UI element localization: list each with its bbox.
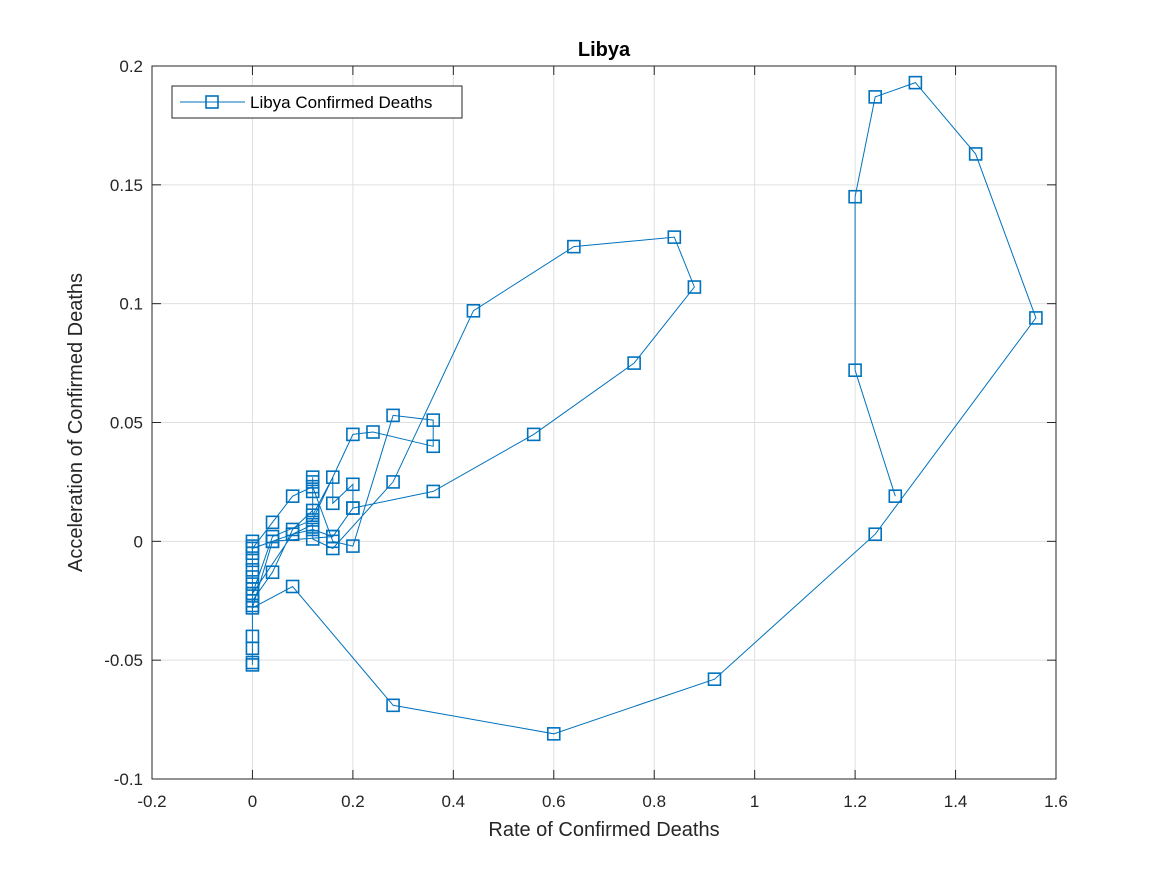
y-tick-label: 0.05 xyxy=(110,414,143,433)
data-point-marker xyxy=(245,641,260,656)
data-point-marker xyxy=(245,586,260,601)
data-point-marker xyxy=(265,534,280,549)
data-point-marker xyxy=(245,593,260,608)
data-point-marker xyxy=(245,658,260,672)
data-point-marker xyxy=(426,484,441,499)
data-point-marker xyxy=(346,427,360,442)
data-point-marker xyxy=(346,501,360,515)
data-point-marker xyxy=(466,303,481,318)
data-point-marker xyxy=(325,470,340,484)
x-tick-label: 1.4 xyxy=(944,792,968,811)
data-point-marker xyxy=(908,75,923,90)
data-point-marker xyxy=(848,189,862,204)
data-point-marker xyxy=(707,672,722,686)
y-tick-label: 0.15 xyxy=(110,176,143,195)
y-tick-label: 0.2 xyxy=(119,57,143,76)
legend-marker-sample xyxy=(205,95,219,109)
chart-title: Libya xyxy=(578,39,631,61)
data-point-marker xyxy=(868,527,883,542)
data-point-marker xyxy=(265,565,280,580)
x-tick-label: -0.2 xyxy=(137,792,166,811)
data-point-marker xyxy=(888,489,903,503)
x-tick-label: 1.6 xyxy=(1044,792,1068,811)
x-tick-label: 0.4 xyxy=(442,792,466,811)
data-point-marker xyxy=(848,363,862,378)
data-point-marker xyxy=(305,532,320,546)
data-point-marker xyxy=(386,698,400,713)
data-point-marker xyxy=(245,541,260,556)
x-tick-label: 0.2 xyxy=(341,792,365,811)
data-point-marker xyxy=(245,563,260,577)
x-tick-label: 1 xyxy=(750,792,759,811)
data-point-marker xyxy=(285,579,300,594)
x-axis-label: Rate of Confirmed Deaths xyxy=(488,819,719,841)
y-tick-label: -0.1 xyxy=(114,770,143,789)
data-point-marker xyxy=(265,515,280,530)
data-point-marker xyxy=(546,727,561,741)
data-point-marker xyxy=(346,539,360,553)
data-point-marker xyxy=(868,90,883,104)
data-point-marker xyxy=(667,230,682,244)
x-tick-label: 0.8 xyxy=(642,792,666,811)
data-point-marker xyxy=(386,475,400,489)
data-point-marker xyxy=(426,413,441,427)
legend-entry-label: Libya Confirmed Deaths xyxy=(250,93,432,112)
data-point-marker xyxy=(386,408,400,423)
y-tick-label: 0 xyxy=(134,532,143,551)
y-axis-label: Acceleration of Confirmed Deaths xyxy=(65,273,87,572)
series-line xyxy=(250,82,1037,735)
data-point-marker xyxy=(325,496,340,511)
legend: Libya Confirmed Deaths xyxy=(171,85,463,119)
x-tick-label: 0 xyxy=(248,792,257,811)
data-series xyxy=(245,75,1043,741)
axis-ticks: -0.2 0 0.2 0.4 0.6 0.8 1 1.2 1.4 1.6 -0.1 -0.05 0 0.0… xyxy=(104,57,1068,811)
data-point-marker xyxy=(567,239,581,254)
data-point-marker xyxy=(245,601,260,615)
data-point-marker xyxy=(1029,311,1043,325)
data-point-marker xyxy=(627,356,641,370)
data-point-marker xyxy=(426,439,441,454)
data-point-marker xyxy=(325,529,340,544)
data-point-marker xyxy=(968,147,983,161)
data-point-marker xyxy=(305,479,320,494)
data-point-marker xyxy=(366,425,380,439)
data-point-marker xyxy=(526,427,541,442)
data-point-marker xyxy=(305,522,320,537)
x-tick-label: 0.6 xyxy=(542,792,566,811)
y-tick-label: 0.1 xyxy=(119,295,143,314)
data-point-marker xyxy=(285,527,300,542)
data-point-marker xyxy=(346,477,360,492)
data-point-marker xyxy=(687,280,702,294)
y-tick-label: -0.05 xyxy=(104,651,143,670)
x-tick-label: 1.2 xyxy=(843,792,867,811)
data-point-marker xyxy=(285,489,300,503)
